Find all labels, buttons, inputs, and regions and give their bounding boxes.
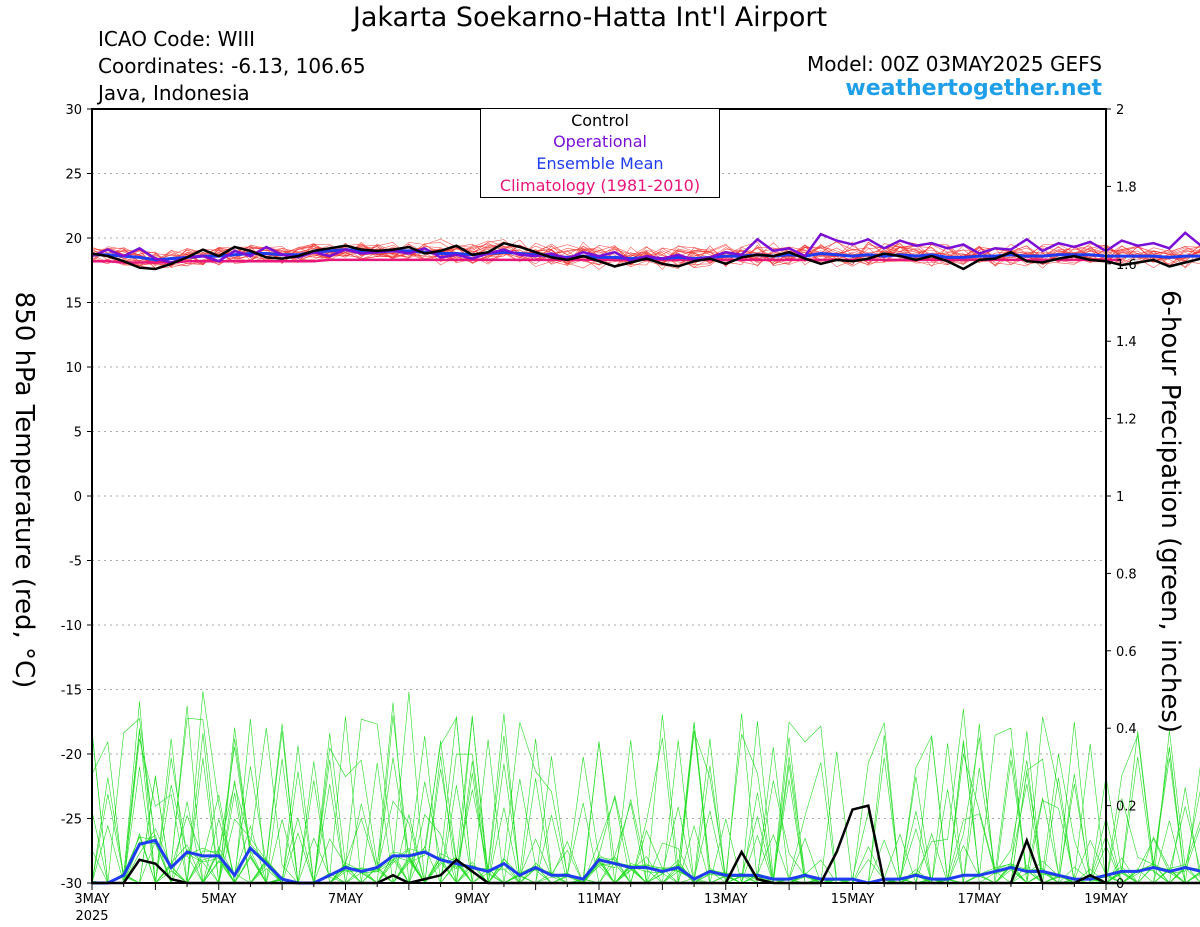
legend: Control Operational Ensemble Mean Climat… xyxy=(480,108,720,198)
y-tick-label-right: 0.8 xyxy=(1116,567,1137,582)
y-tick-label-left: -10 xyxy=(61,619,82,634)
y-tick-label-left: 0 xyxy=(74,490,82,505)
x-tick-label: 17MAY xyxy=(957,892,1001,907)
icao-code: ICAO Code: WIII xyxy=(98,27,256,51)
site-link[interactable]: weathertogether.net xyxy=(845,76,1102,101)
temperature-member-line xyxy=(91,241,1200,269)
y-tick-label-left: 20 xyxy=(65,232,82,247)
climatology-line xyxy=(92,258,1122,264)
page-title: Jakarta Soekarno-Hatta Int'l Airport xyxy=(352,2,828,33)
legend-climatology: Climatology (1981-2010) xyxy=(499,176,701,195)
y-tick-label-right: 0.6 xyxy=(1116,645,1137,660)
y-axis-label-left: 850 hPa Temperature (red, °C) xyxy=(9,291,39,689)
precipitation-member-line xyxy=(92,731,1200,884)
y-tick-label-left: -30 xyxy=(61,877,82,892)
legend-ensemble-mean: Ensemble Mean xyxy=(536,154,664,173)
y-tick-label-right: 1.2 xyxy=(1116,413,1137,428)
x-tick-label: 19MAY xyxy=(1084,892,1128,907)
temperature-control-line xyxy=(91,241,1200,271)
y-tick-label-left: -15 xyxy=(61,684,82,699)
y-tick-label-right: 0 xyxy=(1116,877,1124,892)
precipitation-member-line xyxy=(92,727,1200,884)
y-tick-label-right: 2 xyxy=(1116,103,1124,118)
x-tick-label: 11MAY xyxy=(577,892,621,907)
y-tick-label-left: 5 xyxy=(74,426,82,441)
y-tick-label-left: -20 xyxy=(61,748,82,763)
x-tick-label: 5MAY xyxy=(201,892,236,907)
region: Java, Indonesia xyxy=(98,81,250,105)
y-tick-label-right: 1.4 xyxy=(1116,335,1137,350)
gridlines xyxy=(92,173,1106,819)
y-axis-label-right: 6-hour Precipation (green, inches) xyxy=(1155,290,1185,734)
x-tick-label: 9MAY xyxy=(455,892,490,907)
legend-control: Control xyxy=(571,111,629,130)
y-tick-label-left: -5 xyxy=(69,555,82,570)
coordinates: Coordinates: -6.13, 106.65 xyxy=(98,54,366,78)
x-tick-label: 13MAY xyxy=(704,892,748,907)
x-tick-label: 3MAY xyxy=(74,892,109,907)
y-tick-label-right: 1 xyxy=(1116,490,1124,505)
y-tick-label-left: -25 xyxy=(61,813,82,828)
y-tick-label-right: 1.8 xyxy=(1116,180,1137,195)
y-tick-label-left: 25 xyxy=(65,168,82,183)
precipitation-member-line xyxy=(91,721,1200,885)
y-tick-label-left: 30 xyxy=(65,103,82,118)
y-tick-label-right: 0.2 xyxy=(1116,800,1137,815)
x-tick-label-year: 2025 xyxy=(75,909,108,924)
y-tick-label-left: 15 xyxy=(65,297,82,312)
y-tick-label-right: 0.4 xyxy=(1116,722,1137,737)
x-tick-label: 7MAY xyxy=(328,892,363,907)
legend-operational: Operational xyxy=(553,132,647,151)
plot-frame xyxy=(91,108,1107,884)
x-tick-label: 15MAY xyxy=(831,892,875,907)
temperature-member-line xyxy=(91,243,1200,266)
axis-ticks-and-labels: 302520151050-5-10-15-20-25-3021.81.61.41… xyxy=(61,103,1137,924)
model-run: Model: 00Z 03MAY2025 GEFS xyxy=(807,52,1102,76)
y-tick-label-left: 10 xyxy=(65,361,82,376)
y-tick-label-right: 1.6 xyxy=(1116,258,1137,273)
